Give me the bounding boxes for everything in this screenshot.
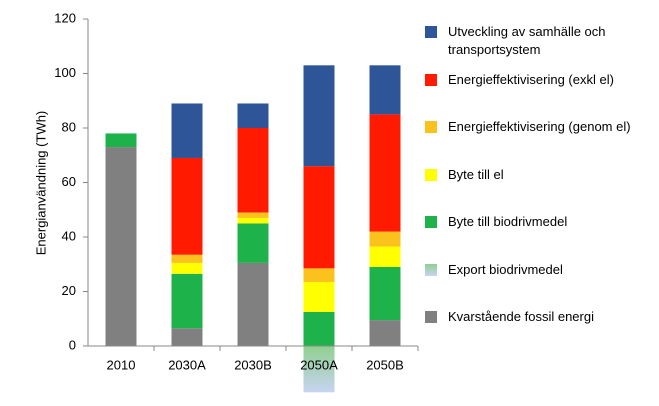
legend-swatch [425, 73, 437, 86]
bar-segment [369, 246, 401, 267]
legend-label: Export biodrivmedel [448, 261, 563, 277]
legend-swatch [425, 121, 437, 133]
bar-segment [303, 166, 335, 269]
y-tick-label: 60 [62, 174, 76, 189]
bar-segment [369, 114, 401, 232]
bar-segment [303, 65, 335, 167]
bar-segment [171, 328, 203, 346]
bar-segment [369, 231, 401, 247]
bar-segment [369, 65, 401, 115]
bar-segment [237, 223, 269, 263]
x-tick-label: 2030B [234, 357, 272, 372]
legend-label: Energieffektivisering (genom el) [448, 119, 631, 134]
legend-swatch [425, 216, 437, 228]
y-tick-label: 80 [62, 119, 76, 134]
bar-segment [303, 346, 335, 393]
bar-segment [171, 262, 203, 274]
legend-swatch [425, 311, 437, 323]
bar-segment [237, 212, 269, 218]
legend-label: Kvarstående fossil energi [448, 309, 594, 324]
x-tick-label: 2050B [366, 357, 404, 372]
bar-segment [303, 311, 335, 346]
bar-segment [303, 268, 335, 282]
x-tick-label: 2050A [300, 357, 338, 372]
bar-segment [369, 320, 401, 346]
bar-segment [369, 266, 401, 321]
y-axis-label: Energianvändning (TWh) [33, 111, 48, 256]
bar-segment [171, 273, 203, 329]
legend-label: Energieffektivisering (exkl el) [448, 71, 614, 87]
legend-swatch [425, 263, 437, 276]
bar-segment [105, 147, 137, 346]
y-tick-label: 120 [54, 10, 76, 25]
bar-segment [237, 103, 269, 128]
bar-segment [171, 103, 203, 158]
bar-segment [237, 217, 269, 224]
x-tick-label: 2030A [168, 357, 206, 372]
legend-label: Utveckling av samhälle och transportsyst… [448, 24, 606, 57]
bar-segment [105, 133, 137, 148]
legend-swatch [425, 168, 437, 181]
bar-segment [303, 281, 335, 312]
legend-label: Byte till biodrivmedel [448, 214, 568, 229]
bar-segment [237, 128, 269, 213]
y-tick-label: 0 [69, 337, 76, 352]
bar-segment [171, 157, 203, 255]
legend-label: Byte till el [448, 166, 504, 182]
y-tick-label: 100 [54, 65, 76, 80]
y-tick-label: 20 [62, 283, 76, 298]
y-tick-label: 40 [62, 228, 76, 243]
legend-swatch [425, 26, 437, 38]
x-tick-label: 2010 [107, 357, 136, 372]
bar-segment [237, 262, 269, 346]
bar-segment [171, 254, 203, 263]
